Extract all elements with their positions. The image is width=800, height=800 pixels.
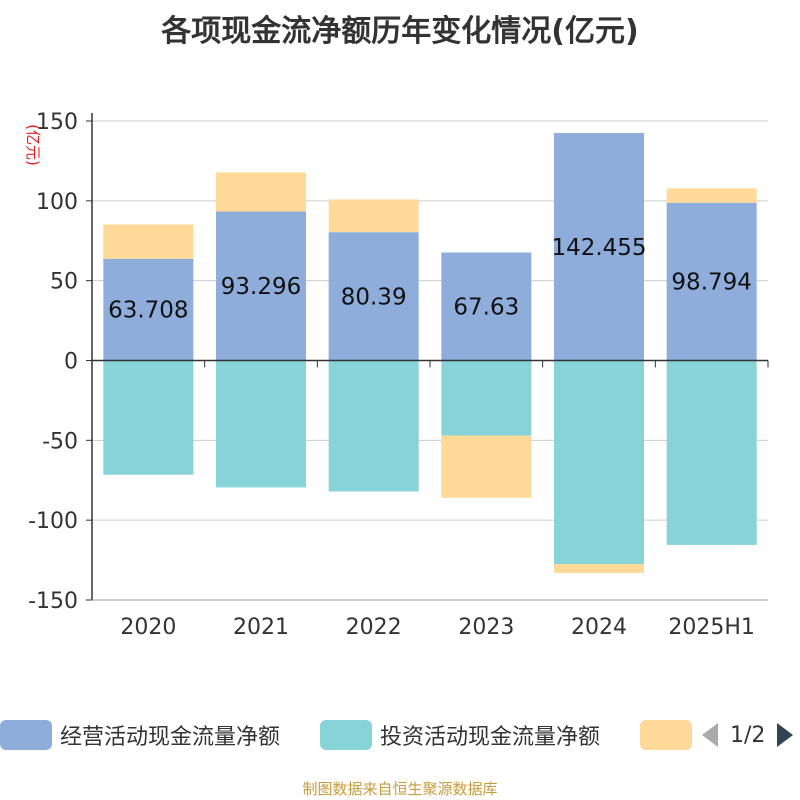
bar-operating-2021	[216, 211, 306, 361]
bar-investing-2020	[103, 360, 194, 475]
bar-investing-2023	[441, 360, 532, 436]
x-tick-label: 2024	[571, 615, 627, 640]
bar-operating-2023	[441, 252, 532, 361]
bar-operating-2025H1	[666, 202, 757, 361]
y-axis-label: (亿元)	[24, 124, 42, 166]
bar-investing-2021	[216, 360, 306, 488]
x-tick-label: 2021	[233, 615, 289, 640]
y-tick-label: 100	[36, 190, 78, 215]
data-label: 142.455	[551, 235, 646, 261]
bar-operating-2020	[103, 258, 194, 361]
pager-prev-icon[interactable]	[700, 721, 720, 749]
legend-item-operating[interactable]: 经营活动现金流量净额	[0, 713, 280, 757]
legend-label-investing: 投资活动现金流量净额	[380, 725, 601, 750]
bar-operating-2022	[328, 232, 419, 361]
y-tick-label: -150	[28, 589, 78, 614]
legend-swatch-operating	[0, 720, 52, 750]
y-tick-label: 50	[50, 270, 78, 295]
data-label: 80.39	[341, 284, 407, 310]
stacked-bar-chart: -150 -100 -50 0 50 100 150(亿元) 63.708 93.296 80.3…	[24, 110, 769, 640]
x-tick-label: 2020	[120, 615, 176, 640]
x-tick-label: 2022	[346, 615, 402, 640]
source-note: 制图数据来自恒生聚源数据库	[302, 780, 498, 798]
legend-item-third[interactable]	[640, 713, 692, 757]
bar-investing-2025H1	[666, 360, 757, 545]
bar-third-2025H1	[666, 188, 757, 203]
data-label: 98.794	[671, 270, 751, 296]
legend: 经营活动现金流量净额 投资活动现金流量净额 1/2	[0, 713, 800, 757]
x-tick-label: 2025H1	[668, 615, 755, 640]
legend-label-operating: 经营活动现金流量净额	[60, 725, 281, 750]
x-tick-label: 2023	[458, 615, 514, 640]
pager-next-icon[interactable]	[775, 721, 795, 749]
legend-item-investing[interactable]: 投资活动现金流量净额	[320, 713, 600, 757]
bar-third-2021	[216, 172, 306, 212]
y-tick-label: 0	[64, 350, 78, 375]
y-tick-label: -100	[28, 509, 78, 534]
bar-investing-2022	[328, 360, 419, 492]
pager-text: 1/2	[730, 722, 766, 748]
legend-swatch-third	[640, 720, 692, 750]
legend-swatch-investing	[320, 720, 372, 750]
bar-third-2022	[328, 199, 419, 233]
chart-title: 各项现金流净额历年变化情况(亿元)	[161, 14, 639, 49]
bar-investing-2024	[554, 360, 644, 565]
bar-operating-2024	[554, 133, 644, 361]
bar-third-2024	[554, 564, 644, 573]
y-tick-label: 150	[36, 110, 78, 135]
y-tick-label: -50	[42, 429, 78, 454]
bar-third-2023	[441, 435, 532, 498]
data-label: 63.708	[108, 298, 188, 324]
bar-third-2020	[103, 224, 194, 259]
data-label: 93.296	[221, 274, 301, 300]
data-label: 67.63	[453, 295, 519, 321]
legend-pager: 1/2	[700, 713, 795, 757]
